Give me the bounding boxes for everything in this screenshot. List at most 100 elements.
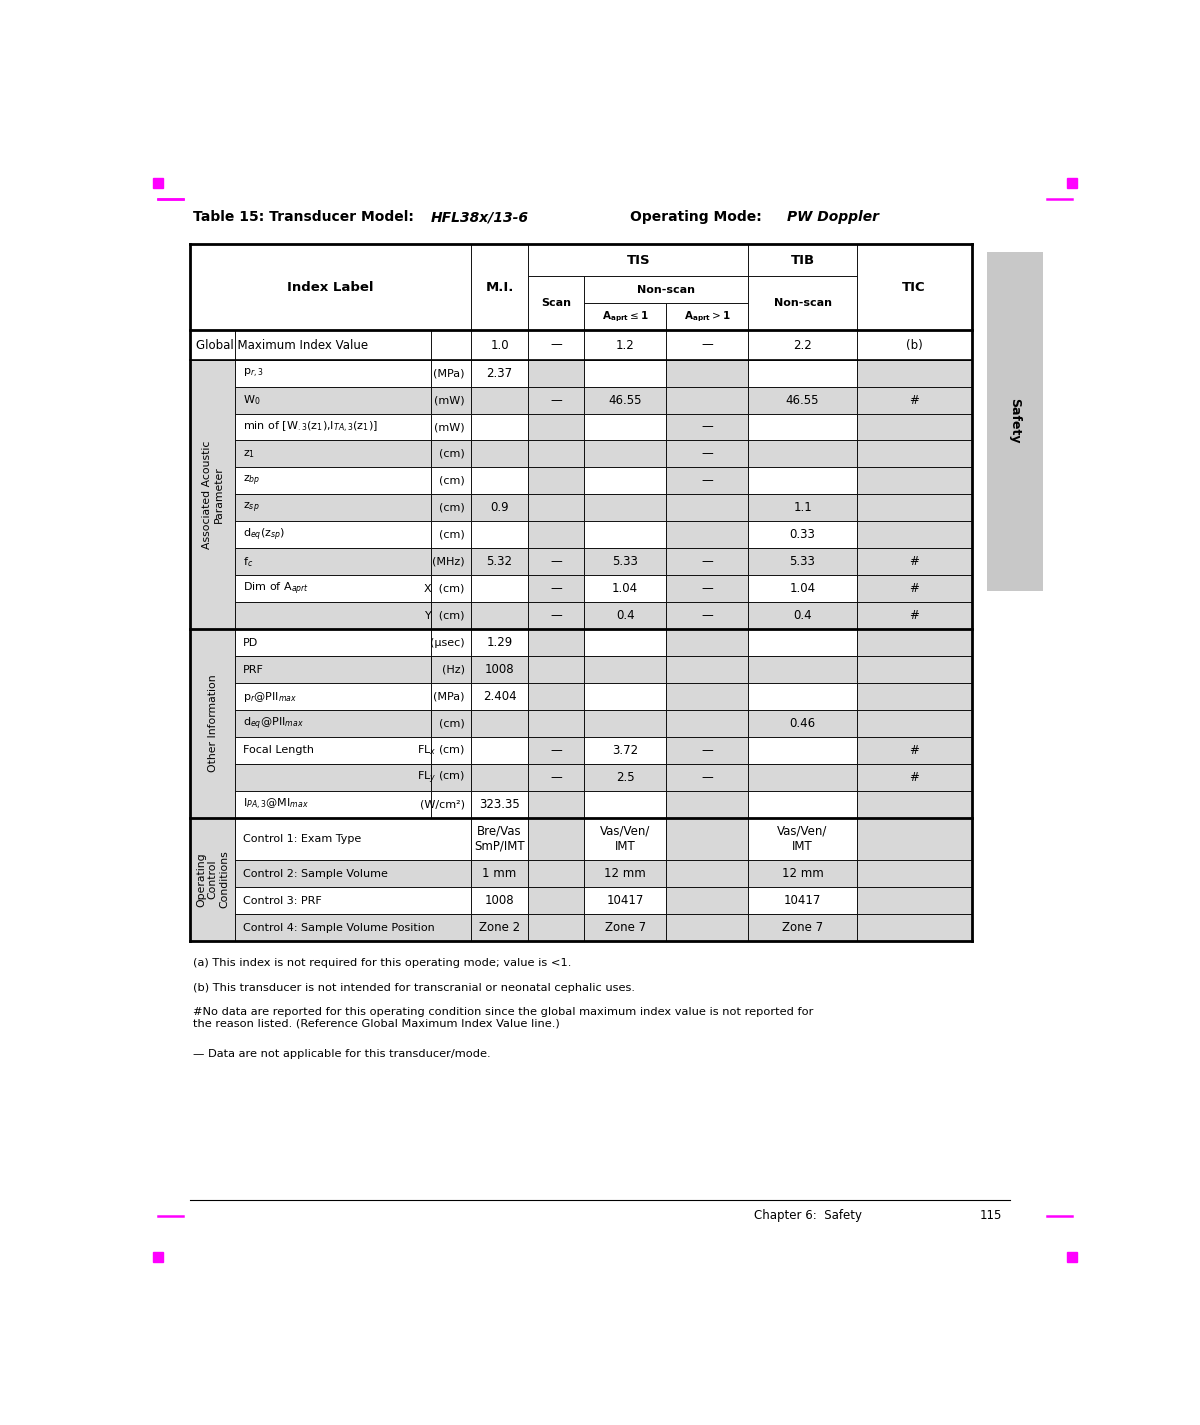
- Bar: [857, 791, 972, 818]
- Text: Operating Mode:: Operating Mode:: [630, 211, 767, 224]
- Text: FL$_y$ (cm): FL$_y$ (cm): [416, 770, 464, 785]
- Text: M.I.: M.I.: [485, 281, 514, 294]
- Text: f$_c$: f$_c$: [242, 554, 253, 569]
- Text: 323.35: 323.35: [479, 798, 520, 811]
- Bar: [528, 656, 584, 683]
- Bar: [749, 737, 857, 764]
- Bar: [749, 440, 857, 467]
- Text: PD: PD: [242, 637, 258, 647]
- Text: —: —: [701, 420, 713, 433]
- Bar: [235, 737, 431, 764]
- Bar: [528, 359, 584, 386]
- Text: 12 mm: 12 mm: [781, 868, 823, 881]
- Text: —: —: [551, 744, 562, 757]
- Text: 1.0: 1.0: [491, 339, 509, 352]
- Bar: [528, 913, 584, 941]
- Bar: [528, 888, 584, 913]
- Text: Operating
Control
Conditions: Operating Control Conditions: [196, 851, 229, 908]
- Text: Index Label: Index Label: [287, 281, 374, 294]
- Bar: [191, 359, 235, 630]
- Text: (MHz): (MHz): [432, 557, 464, 567]
- Bar: [528, 413, 584, 440]
- Text: —: —: [701, 771, 713, 784]
- Bar: [666, 888, 749, 913]
- Bar: [584, 386, 666, 413]
- Text: TIB: TIB: [791, 254, 815, 266]
- Bar: [584, 467, 666, 494]
- Bar: [666, 440, 749, 467]
- Bar: [431, 764, 470, 791]
- Bar: [528, 818, 584, 861]
- Bar: [584, 331, 666, 359]
- Text: 1008: 1008: [485, 663, 515, 675]
- Bar: [857, 861, 972, 888]
- Bar: [470, 630, 528, 656]
- Bar: [235, 359, 431, 386]
- Text: Dim of A$_{aprt}$: Dim of A$_{aprt}$: [242, 580, 310, 597]
- Text: TIS: TIS: [626, 254, 650, 266]
- Bar: [857, 440, 972, 467]
- Text: 5.33: 5.33: [612, 556, 638, 569]
- Text: z$_{bp}$: z$_{bp}$: [242, 473, 260, 489]
- Text: 2.37: 2.37: [486, 366, 512, 379]
- Text: —: —: [701, 583, 713, 596]
- Text: #: #: [910, 771, 919, 784]
- Bar: [749, 710, 857, 737]
- Bar: [666, 861, 749, 888]
- Text: p$_r$@PII$_{max}$: p$_r$@PII$_{max}$: [242, 690, 298, 704]
- Bar: [857, 656, 972, 683]
- Bar: [528, 276, 584, 331]
- Bar: [431, 576, 470, 603]
- Text: TIC: TIC: [902, 281, 926, 294]
- Bar: [470, 888, 528, 913]
- Bar: [857, 522, 972, 549]
- Bar: [235, 913, 470, 941]
- Bar: [749, 244, 857, 276]
- Bar: [235, 764, 431, 791]
- Text: (cm): (cm): [439, 476, 464, 486]
- Text: (cm): (cm): [439, 449, 464, 459]
- Bar: [431, 710, 470, 737]
- Bar: [666, 522, 749, 549]
- Bar: [470, 522, 528, 549]
- Bar: [431, 603, 470, 630]
- Text: #: #: [910, 583, 919, 596]
- Bar: [584, 440, 666, 467]
- Text: 0.33: 0.33: [790, 529, 816, 542]
- Text: z$_{sp}$: z$_{sp}$: [242, 500, 259, 514]
- Text: 1 mm: 1 mm: [482, 868, 517, 881]
- Bar: [666, 359, 749, 386]
- Bar: [749, 656, 857, 683]
- Text: Other Information: Other Information: [208, 674, 217, 772]
- Text: Table 15: Transducer Model:: Table 15: Transducer Model:: [193, 211, 419, 224]
- Bar: [528, 576, 584, 603]
- Bar: [191, 244, 470, 331]
- Text: z$_1$: z$_1$: [242, 447, 256, 460]
- Bar: [528, 386, 584, 413]
- Text: d$_{eq}$@PII$_{max}$: d$_{eq}$@PII$_{max}$: [242, 715, 304, 731]
- Bar: [235, 683, 431, 710]
- Bar: [584, 494, 666, 522]
- Bar: [431, 791, 470, 818]
- Bar: [584, 576, 666, 603]
- Bar: [431, 440, 470, 467]
- Bar: [235, 710, 431, 737]
- Text: Scan: Scan: [541, 298, 571, 308]
- Bar: [470, 913, 528, 941]
- Text: (Hz): (Hz): [442, 664, 464, 674]
- Bar: [528, 710, 584, 737]
- Text: Y  (cm): Y (cm): [425, 611, 464, 621]
- Bar: [857, 710, 972, 737]
- Text: (a) This index is not required for this operating mode; value is <1.: (a) This index is not required for this …: [193, 958, 571, 968]
- Text: Control 1: Exam Type: Control 1: Exam Type: [242, 834, 361, 844]
- Bar: [431, 656, 470, 683]
- Text: 1008: 1008: [485, 893, 515, 908]
- Bar: [470, 413, 528, 440]
- Text: #: #: [910, 393, 919, 406]
- Bar: [235, 386, 431, 413]
- Text: 2.5: 2.5: [616, 771, 635, 784]
- Bar: [584, 764, 666, 791]
- Bar: [857, 737, 972, 764]
- Bar: [584, 359, 666, 386]
- Bar: [749, 386, 857, 413]
